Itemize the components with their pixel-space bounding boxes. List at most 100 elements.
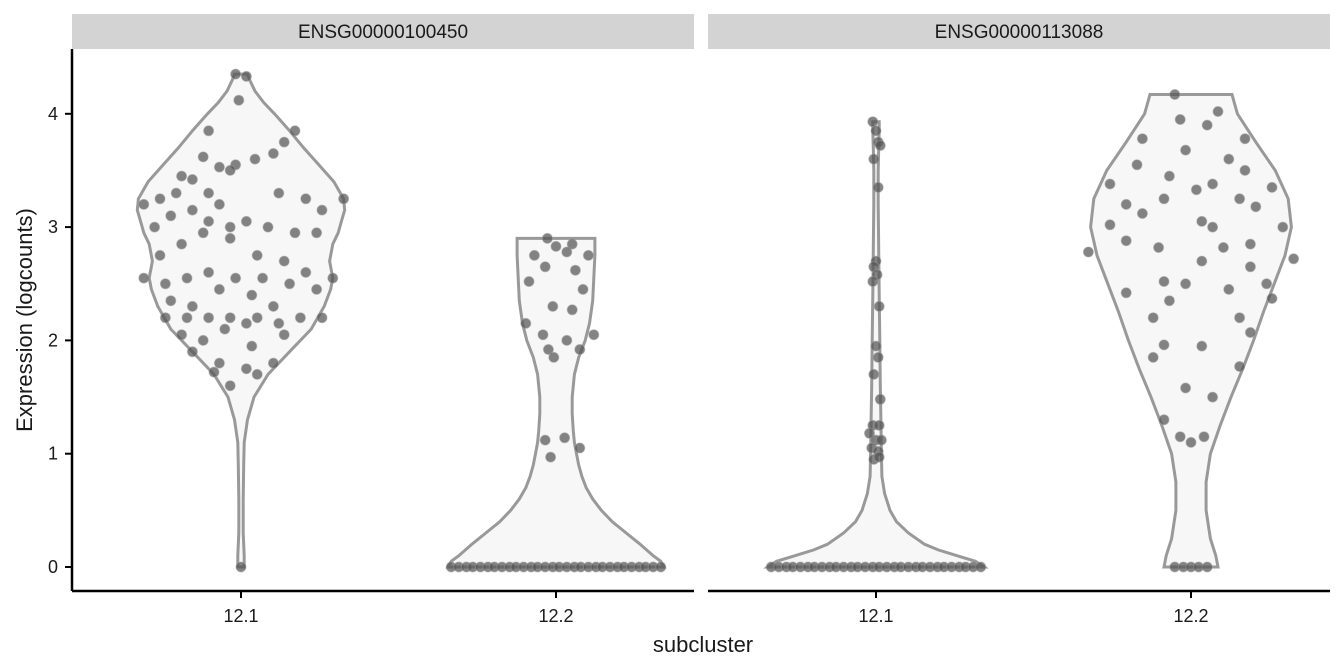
data-point (278, 329, 290, 341)
x-axis-title: subcluster (653, 632, 753, 657)
violin-0-12.2 (445, 236, 667, 569)
panel-strip-right (708, 14, 1330, 49)
data-point (873, 419, 885, 431)
data-point (213, 161, 225, 173)
data-point (1163, 295, 1175, 307)
data-point (224, 221, 236, 233)
data-point (870, 125, 882, 137)
data-point (875, 434, 887, 446)
x-tick-label: 12.1 (858, 606, 893, 626)
data-point (267, 357, 279, 369)
data-point (1082, 246, 1094, 258)
data-point (1147, 312, 1159, 324)
data-point (1104, 178, 1116, 190)
data-point (574, 442, 586, 454)
data-point (1244, 238, 1256, 250)
x-tick-label: 12.2 (538, 606, 573, 626)
data-point (1207, 221, 1219, 233)
data-point (219, 323, 231, 335)
data-point (224, 312, 236, 324)
data-point (1266, 293, 1278, 304)
data-point (338, 193, 350, 205)
data-point (235, 561, 247, 573)
data-point (1120, 287, 1132, 299)
data-point (203, 187, 215, 199)
y-tick-label: 3 (48, 217, 58, 237)
data-point (1198, 431, 1210, 443)
data-point (1131, 159, 1143, 171)
data-point (278, 136, 290, 148)
data-point (208, 366, 220, 378)
data-point (1153, 242, 1165, 253)
data-point (1180, 278, 1192, 290)
data-point (574, 344, 586, 355)
data-point (655, 561, 667, 573)
data-point (284, 278, 296, 290)
data-point (267, 300, 279, 312)
data-point (547, 300, 559, 312)
data-point (541, 232, 553, 244)
data-point (1207, 178, 1219, 190)
data-point (246, 289, 258, 301)
data-point (159, 312, 171, 324)
data-point (230, 68, 242, 80)
data-point (176, 170, 188, 182)
data-point (230, 272, 242, 284)
data-point (1190, 184, 1202, 196)
data-point (257, 272, 269, 284)
data-point (569, 264, 581, 276)
data-point (240, 215, 252, 227)
data-point (273, 317, 285, 329)
data-point (867, 276, 879, 287)
data-point (1158, 193, 1170, 205)
violin-layer (135, 72, 1293, 569)
data-point (1244, 261, 1256, 273)
data-point (186, 300, 198, 312)
data-point (300, 266, 312, 278)
data-point (138, 272, 150, 284)
data-point (1201, 561, 1213, 573)
data-point (316, 312, 328, 324)
data-point (181, 272, 193, 284)
data-point (1261, 278, 1273, 290)
data-point (561, 334, 573, 346)
data-point (867, 116, 879, 128)
data-point (542, 344, 554, 355)
panel-strip-left (72, 14, 694, 49)
data-point (262, 221, 274, 233)
data-point (1158, 339, 1170, 351)
data-point (278, 255, 290, 267)
data-point (1120, 198, 1132, 210)
data-point (539, 434, 551, 446)
data-point (528, 249, 540, 261)
y-axis-title: Expression (logcounts) (12, 208, 37, 432)
data-point (300, 193, 312, 205)
data-point (165, 295, 177, 307)
data-point (149, 221, 161, 233)
data-point (566, 238, 578, 250)
data-point (240, 363, 252, 375)
data-point (1250, 201, 1262, 213)
data-point (224, 232, 236, 244)
panel-title-left: ENSG00000100450 (298, 22, 468, 43)
data-point (213, 198, 225, 210)
data-point (577, 283, 589, 295)
data-point (1196, 215, 1208, 227)
data-point (289, 125, 301, 137)
data-point (1120, 235, 1132, 247)
data-point (224, 164, 236, 176)
data-point (154, 193, 166, 205)
axes-layer: 12.1 12.2 12.1 12.2 0 1 2 3 4 (48, 49, 1330, 626)
data-point (1136, 133, 1148, 145)
data-point (186, 204, 198, 216)
data-point (197, 227, 209, 239)
data-point (1136, 208, 1148, 219)
data-point (311, 283, 323, 295)
data-point (289, 227, 301, 239)
data-point (1174, 114, 1186, 125)
data-point (1201, 119, 1213, 131)
data-point (1266, 181, 1278, 193)
data-point (294, 312, 306, 324)
data-point (874, 393, 886, 405)
